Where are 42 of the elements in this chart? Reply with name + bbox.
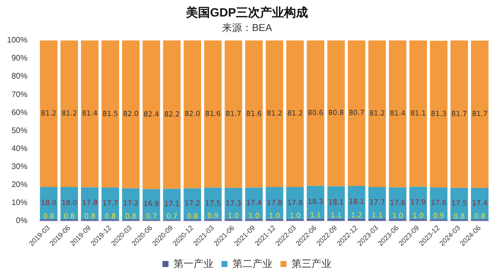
y-tick-label: 10% [11,198,28,208]
bar [388,40,406,188]
bar [348,40,366,186]
bar [40,40,58,187]
bar [470,40,489,188]
bar [327,186,345,219]
y-tick-label: 100% [6,36,28,45]
bar [224,40,242,188]
legend-label: 第一产业 [174,258,214,270]
bar [286,186,304,220]
y-tick-label: 80% [11,72,28,81]
chart-title: 美国GDP三次产业构成 [184,6,308,20]
bar [184,40,202,188]
bar [368,186,386,219]
y-tick-label: 50% [11,126,28,135]
bar [245,40,263,188]
bar [450,40,468,188]
bar [142,40,160,190]
bar [81,40,99,188]
bar [102,40,120,188]
bar [430,40,448,188]
legend-label: 第二产业 [232,258,272,270]
y-tick-label: 0% [16,216,28,226]
bar [204,40,222,188]
bar [286,40,304,187]
y-tick-label: 70% [11,90,28,99]
bar [60,40,78,187]
bar [266,186,284,220]
bar [368,40,386,187]
y-tick-label: 90% [11,54,28,63]
bar [163,40,181,189]
chart-subtitle: 来源：BEA [222,22,272,34]
y-tick-label: 20% [11,180,28,189]
bar [122,40,140,188]
bar [327,40,345,186]
y-tick-label: 60% [11,108,28,117]
y-tick-label: 40% [11,144,28,153]
bar [266,40,284,187]
y-tick-label: 30% [11,162,28,171]
bar [409,40,427,187]
bar [306,40,324,186]
legend-label: 第三产业 [292,258,332,270]
